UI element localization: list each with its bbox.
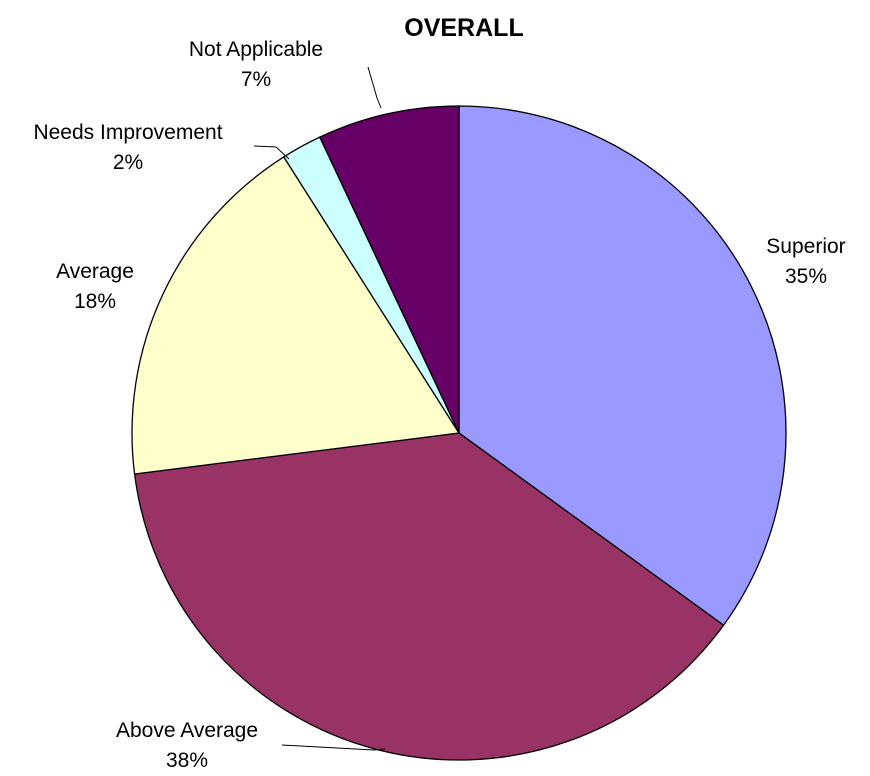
label-value-above-average: 38%	[166, 749, 208, 772]
label-name-superior: Superior	[766, 235, 845, 258]
leader-lines	[253, 66, 386, 751]
label-name-above-average: Above Average	[116, 719, 258, 742]
leader-line-not-applicable	[367, 66, 382, 109]
pie-slices	[131, 105, 787, 761]
label-value-not-applicable: 7%	[241, 68, 271, 91]
label-value-average: 18%	[74, 290, 116, 313]
leader-line-above-average	[281, 744, 386, 751]
leader-line-needs-improvement	[253, 145, 290, 160]
slice-not-applicable	[318, 105, 460, 434]
label-name-average: Average	[56, 260, 134, 283]
label-value-superior: 35%	[785, 265, 827, 288]
slice-average	[131, 156, 461, 475]
label-name-needs-improvement: Needs Improvement	[33, 121, 222, 144]
label-value-needs-improvement: 2%	[113, 151, 143, 174]
slice-labels: Superior 35% Above Average 38% Average 18% Nee…	[33, 38, 845, 772]
chart-title: OVERALL	[404, 14, 523, 42]
slice-superior	[458, 105, 787, 627]
label-name-not-applicable: Not Applicable	[189, 38, 323, 61]
